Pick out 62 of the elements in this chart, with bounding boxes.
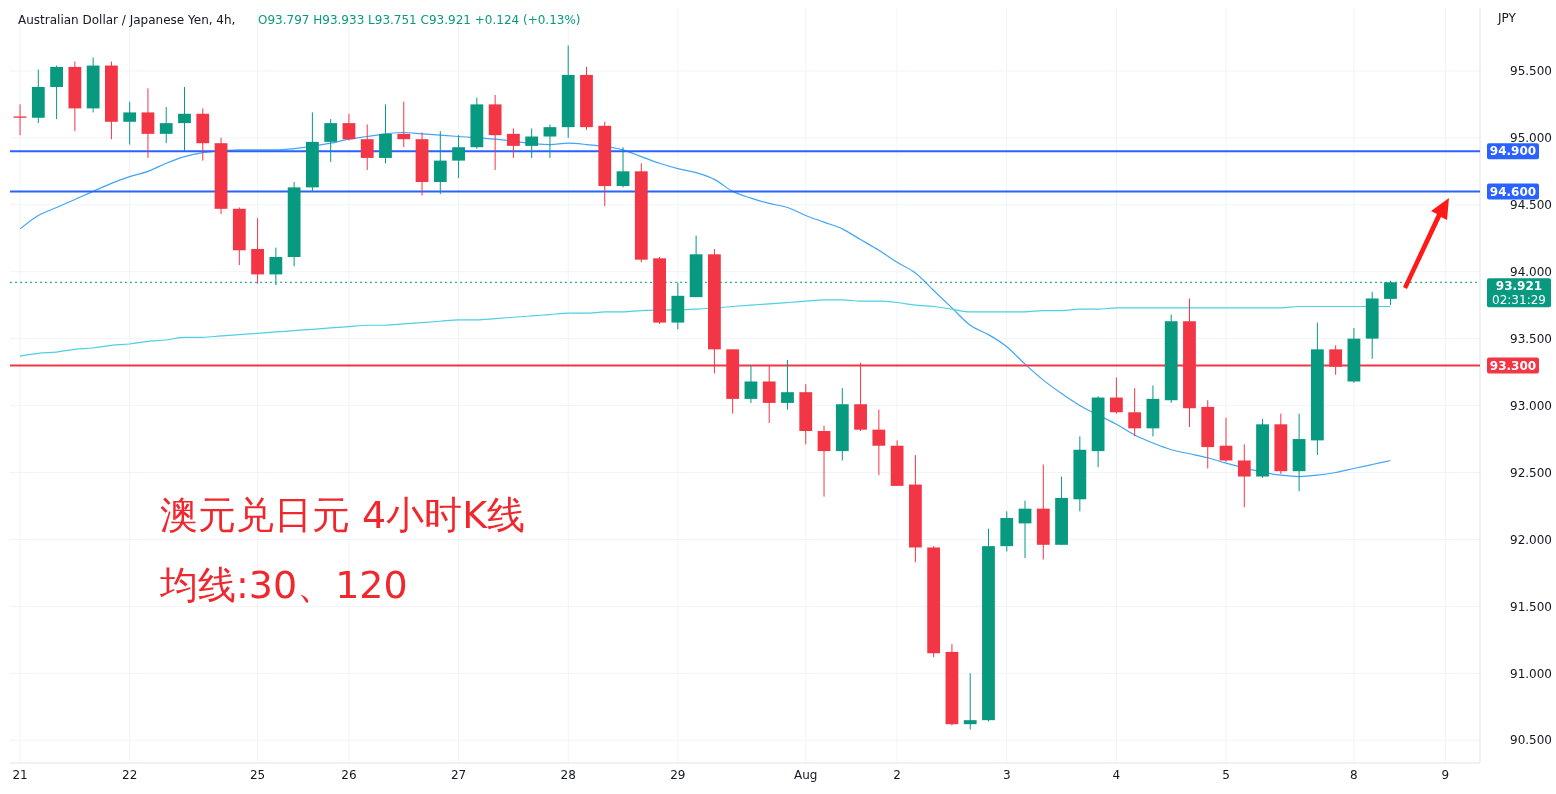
candlestick <box>1384 280 1397 306</box>
candlestick <box>178 86 191 152</box>
x-tick-label: 4 <box>1112 768 1121 782</box>
x-tick-label: Aug <box>794 768 818 782</box>
y-axis-title: JPY <box>1497 11 1517 25</box>
candlestick <box>13 103 27 136</box>
candlestick <box>50 65 63 120</box>
candlestick <box>397 101 411 148</box>
annotation: 均线:30、120 <box>159 563 408 607</box>
ref-line-label: 93.300 <box>1489 358 1537 373</box>
y-tick-label: 91.000 <box>1510 666 1552 681</box>
candlestick <box>433 130 447 195</box>
y-tick-label: 93.000 <box>1510 398 1552 413</box>
candlestick <box>1109 376 1123 415</box>
y-tick-label: 92.500 <box>1510 465 1552 480</box>
candlestick <box>342 113 356 142</box>
candlestick <box>817 425 831 498</box>
candlestick <box>616 146 630 188</box>
candlestick <box>963 672 977 731</box>
line-series <box>19 299 1392 357</box>
candlestick <box>1237 443 1251 508</box>
x-tick-label: 29 <box>670 768 686 782</box>
candlestick <box>360 123 374 171</box>
x-tick-label: 22 <box>122 768 138 782</box>
candlestick <box>123 101 137 146</box>
x-tick-label: 2 <box>893 768 901 782</box>
x-tick-label: 3 <box>1002 768 1011 782</box>
candlestick <box>744 364 758 404</box>
candlestick <box>543 123 557 159</box>
candlestick <box>141 87 155 159</box>
x-tick-label: 28 <box>560 768 576 782</box>
candlestick <box>781 359 794 411</box>
x-tick-label: 21 <box>12 768 28 782</box>
candlestick <box>452 134 465 179</box>
annotation: 澳元兑日元 4小时K线 <box>160 493 526 537</box>
candlestick <box>872 409 886 476</box>
y-tick-label: 92.000 <box>1510 532 1552 547</box>
chart-title: Australian Dollar / Japanese Yen, 4h, <box>18 13 236 27</box>
x-tick-label: 8 <box>1350 768 1358 782</box>
ref-line-label: 94.600 <box>1489 184 1537 199</box>
candlestick <box>269 247 283 286</box>
candlestick <box>1128 387 1142 437</box>
x-tick-label: 9 <box>1441 768 1450 782</box>
annotation: O93.797 H93.933 L93.751 C93.921 +0.124 (+0.13%) <box>258 13 581 27</box>
x-tick-label: 27 <box>450 768 467 782</box>
y-tick-label: 95.500 <box>1510 64 1552 79</box>
candlestick <box>159 106 173 144</box>
y-tick-label: 95.000 <box>1510 131 1552 146</box>
y-tick-label: 91.500 <box>1510 599 1552 614</box>
candlestick <box>507 127 520 159</box>
y-tick-label: 93.500 <box>1510 331 1552 346</box>
x-tick-label: 25 <box>249 768 266 782</box>
candlestick <box>324 118 338 163</box>
ref-line-label: 93.921 <box>1495 279 1543 294</box>
x-tick-label: 5 <box>1222 768 1230 782</box>
ref-line-label: 94.900 <box>1489 144 1537 159</box>
y-tick-label: 90.500 <box>1510 733 1552 748</box>
candlestick <box>525 127 539 159</box>
text: 02:31:29 <box>1492 293 1546 308</box>
y-tick-label: 94.000 <box>1510 264 1552 279</box>
x-tick-label: 26 <box>341 768 357 782</box>
y-tick-label: 94.500 <box>1510 197 1552 212</box>
